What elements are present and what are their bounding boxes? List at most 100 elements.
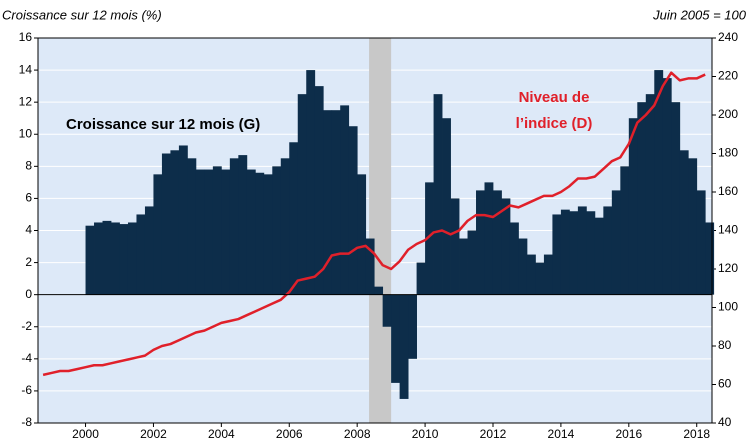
bar — [416, 262, 426, 295]
recession-band — [369, 38, 392, 423]
bar — [306, 70, 316, 295]
bar — [212, 166, 222, 295]
y2-tick-label: 140 — [718, 223, 738, 237]
bar — [433, 94, 443, 295]
x-tick-label: 2014 — [548, 427, 575, 441]
y2-tick-label: 240 — [718, 30, 738, 44]
bar — [374, 286, 384, 295]
y2-tick-label: 60 — [718, 377, 732, 391]
bar — [263, 174, 273, 295]
bar — [484, 182, 494, 295]
bar — [603, 206, 613, 295]
bar — [111, 222, 120, 295]
bar — [671, 102, 681, 295]
x-tick-label: 2008 — [344, 427, 371, 441]
x-tick-label: 2018 — [683, 427, 710, 441]
y-tick-label: 4 — [25, 223, 32, 237]
bar — [467, 230, 477, 295]
x-tick-label: 2006 — [276, 427, 303, 441]
bar — [391, 294, 401, 383]
annotation: l’indice (D) — [516, 115, 593, 132]
y2-title: Juin 2005 = 100 — [652, 7, 747, 22]
bar — [170, 150, 180, 295]
bar — [178, 145, 188, 295]
y-tick-label: 2 — [25, 255, 32, 269]
bar — [382, 294, 392, 327]
bar — [705, 222, 715, 295]
y-tick-label: 8 — [25, 159, 32, 173]
bar — [127, 222, 137, 295]
x-tick-label: 2012 — [480, 427, 507, 441]
bar — [442, 118, 451, 295]
bar — [195, 169, 205, 295]
y-tick-label: 0 — [25, 287, 32, 301]
bar — [620, 166, 630, 295]
bar — [229, 158, 239, 295]
y-tick-label: 12 — [19, 94, 33, 108]
bar — [518, 238, 528, 295]
bar — [204, 169, 214, 295]
bar — [314, 86, 324, 295]
bar — [221, 169, 231, 295]
bar — [560, 209, 570, 295]
bar — [348, 126, 358, 295]
y2-tick-label: 220 — [718, 69, 738, 83]
bar — [654, 70, 664, 295]
plot-frame — [37, 37, 713, 424]
bar — [611, 190, 621, 295]
x-tick-label: 2004 — [208, 427, 235, 441]
bar — [569, 211, 579, 295]
chart-title: Croissance sur 12 mois (%) — [2, 7, 162, 22]
bar — [492, 190, 502, 295]
bar — [399, 294, 409, 399]
bar — [543, 254, 553, 295]
y2-tick-label: 160 — [718, 184, 738, 198]
bar — [628, 118, 638, 295]
y-tick-label: 10 — [19, 126, 33, 140]
bar — [476, 190, 485, 295]
index-line — [42, 71, 706, 377]
y-tick-label: -4 — [21, 351, 32, 365]
bar — [501, 198, 511, 295]
x-tick-label: 2000 — [72, 427, 99, 441]
y-tick-label: 6 — [25, 191, 32, 205]
bar — [255, 172, 265, 295]
bar — [136, 214, 146, 295]
bar — [459, 238, 468, 295]
y2-tick-label: 40 — [718, 415, 732, 429]
bar — [331, 110, 341, 295]
bar — [679, 150, 689, 295]
y-tick-label: -2 — [21, 319, 32, 333]
bar — [357, 174, 367, 295]
bar — [102, 220, 112, 295]
bar — [408, 294, 417, 359]
bar — [119, 224, 129, 295]
bar — [280, 158, 290, 295]
y2-tick-label: 100 — [718, 300, 738, 314]
bar — [577, 206, 587, 295]
x-tick-label: 2010 — [412, 427, 439, 441]
bar — [272, 166, 282, 295]
bar — [594, 217, 604, 295]
y-tick-label: -8 — [21, 415, 32, 429]
bar — [526, 254, 536, 295]
y-tick-label: 14 — [19, 62, 33, 76]
bar — [645, 94, 655, 295]
x-tick-label: 2016 — [615, 427, 642, 441]
bar — [297, 94, 307, 295]
y2-tick-label: 200 — [718, 107, 738, 121]
bar — [94, 222, 103, 295]
bar — [552, 214, 562, 295]
y2-tick-label: 80 — [718, 338, 732, 352]
annotation: Niveau de — [519, 89, 590, 106]
bar — [365, 238, 375, 295]
bar — [289, 142, 299, 295]
bar — [637, 102, 647, 295]
bar — [696, 190, 706, 295]
bar — [450, 198, 460, 295]
bar — [144, 206, 154, 295]
bar — [509, 222, 519, 295]
bar — [187, 158, 197, 295]
